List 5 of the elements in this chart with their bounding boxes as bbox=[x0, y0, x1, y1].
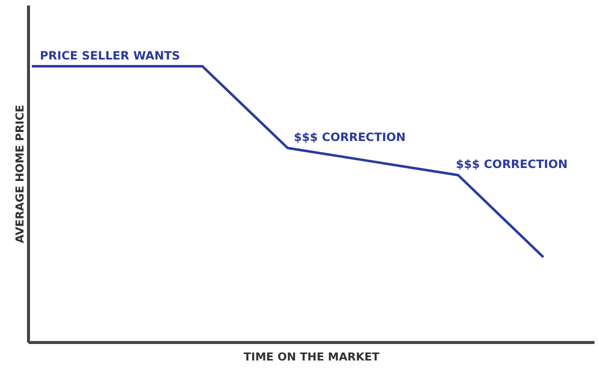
annotation: $$$ CORRECTION bbox=[456, 157, 568, 172]
text: PRICE SELLER WANTS bbox=[40, 48, 180, 62]
y-axis-title: AVERAGE HOME PRICE bbox=[14, 104, 26, 244]
annotation: $$$ CORRECTION bbox=[294, 130, 406, 144]
x-axis-title: TIME ON THE MARKET bbox=[244, 350, 380, 364]
